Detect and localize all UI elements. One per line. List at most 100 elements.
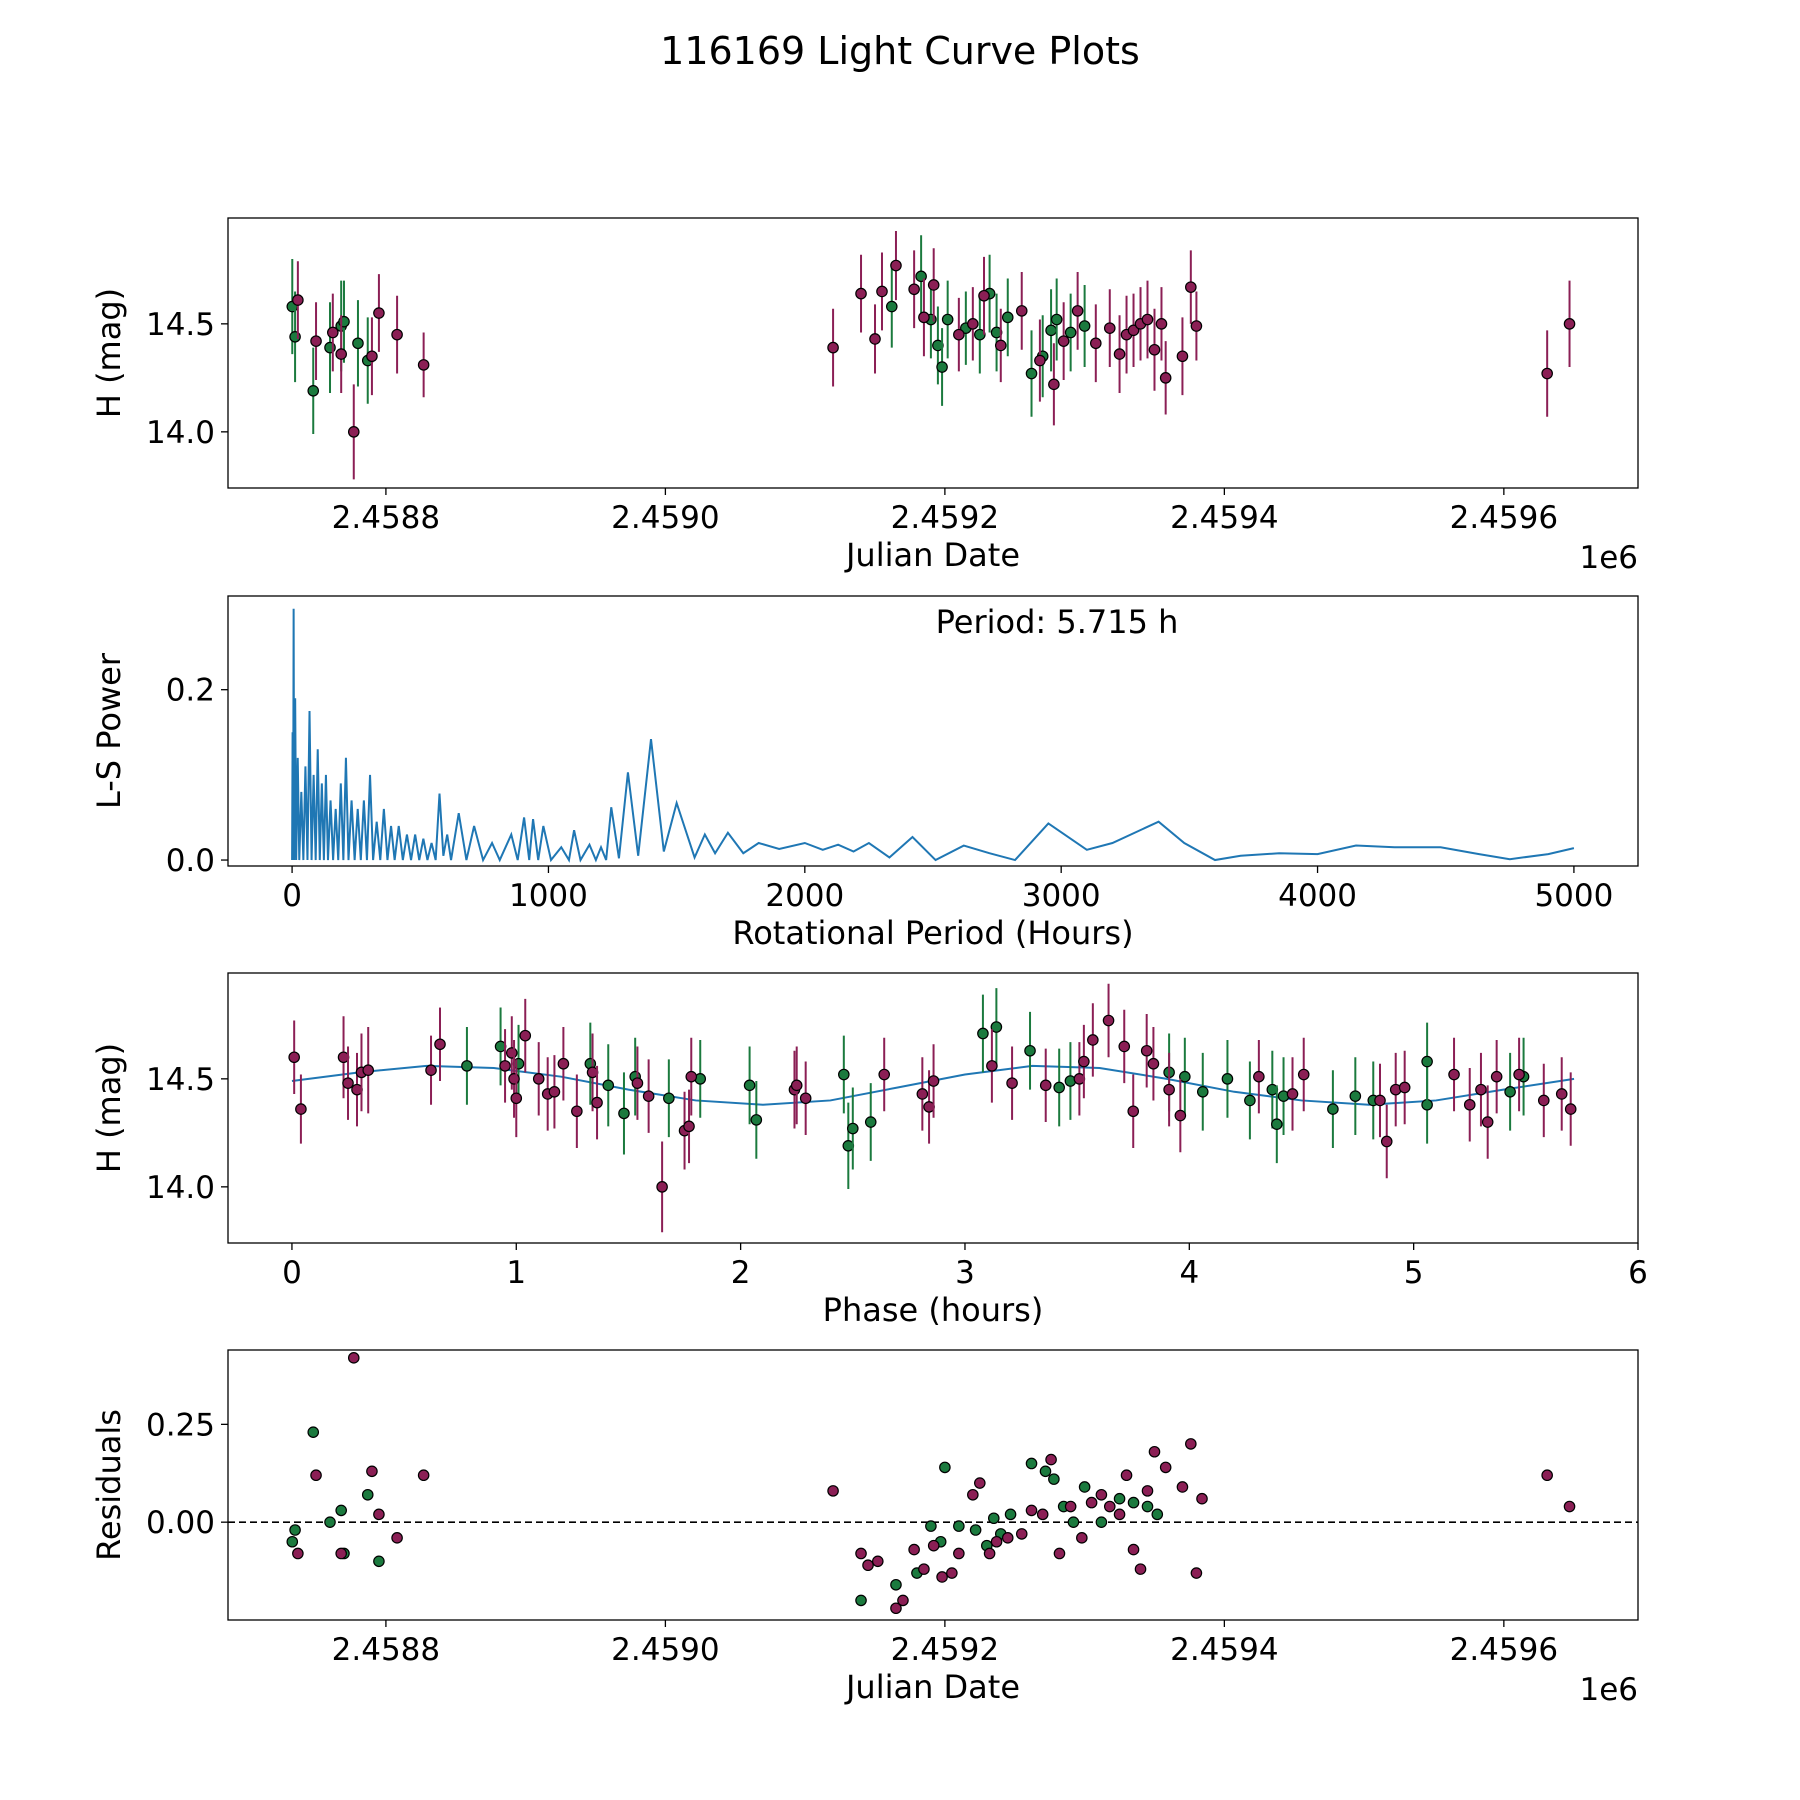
data-point-green (663, 1092, 675, 1105)
data-point-green (743, 1079, 756, 1092)
data-point-magenta (927, 1075, 940, 1087)
data-point-green (941, 313, 954, 326)
data-point-green (289, 1524, 301, 1536)
x-axis-label: Julian Date (844, 536, 1020, 574)
plot-area (286, 230, 1576, 480)
data-point-magenta (366, 1465, 378, 1478)
data-point-magenta (1148, 343, 1161, 356)
data-point-green (1039, 1465, 1052, 1478)
data-point-green (1349, 1090, 1362, 1102)
data-point-magenta (890, 1602, 902, 1615)
data-point-magenta (292, 1547, 304, 1560)
data-point-magenta (862, 1559, 874, 1572)
x-axis-label: Phase (hours) (823, 1291, 1044, 1329)
data-point-magenta (505, 1047, 518, 1059)
data-point-magenta (683, 1120, 695, 1133)
data-point-magenta (1176, 1481, 1189, 1493)
x-tick-label: 2.4588 (332, 1632, 440, 1668)
data-point-magenta (897, 1594, 909, 1607)
data-point-magenta (631, 1077, 644, 1089)
data-point-magenta (373, 307, 385, 319)
data-point-magenta (327, 326, 339, 339)
data-point-magenta (827, 341, 839, 354)
data-point-green (1141, 1500, 1154, 1513)
data-point-green (1179, 1070, 1191, 1083)
data-point-green (1078, 320, 1091, 332)
data-point-magenta (417, 1469, 430, 1482)
data-point-magenta (1190, 1567, 1203, 1579)
light-curve-panel: 2.4588 2.4590 2.4592 2.4594 2.4596 14.0 14.5 Ju… (90, 217, 1639, 576)
data-point-magenta (1196, 1492, 1208, 1505)
axes-frame (227, 1349, 1639, 1621)
figure-title: 116169 Light Curve Plots (660, 29, 1140, 73)
data-point-magenta (967, 318, 979, 330)
data-point-magenta (1134, 1563, 1147, 1575)
data-point-magenta (1475, 1083, 1487, 1096)
data-point-magenta (1076, 1532, 1088, 1544)
data-point-green (750, 1114, 763, 1126)
data-point-green (1196, 1086, 1209, 1098)
data-point-magenta (990, 1535, 1003, 1548)
data-point-green (461, 1060, 473, 1072)
data-point-magenta (1120, 1469, 1133, 1482)
data-point-green (1151, 1508, 1164, 1521)
data-point-magenta (908, 283, 920, 296)
data-point-magenta (1001, 1532, 1014, 1544)
x-tick-label: 0 (282, 1255, 302, 1291)
axes-frame (227, 217, 1639, 489)
data-point-green (1025, 367, 1038, 380)
data-point-green (969, 1524, 982, 1536)
data-point-magenta (1297, 1068, 1310, 1081)
data-point-green (1244, 1094, 1256, 1107)
data-point-green (352, 337, 364, 350)
x-tick-label: 3000 (1022, 878, 1101, 914)
data-point-magenta (1025, 1504, 1038, 1517)
data-point-magenta (946, 1567, 958, 1579)
data-point-magenta (855, 287, 867, 300)
x-tick-label: 2.4596 (1450, 1632, 1558, 1668)
data-point-magenta (656, 1181, 668, 1193)
data-point-green (1048, 1473, 1060, 1485)
data-point-magenta (1015, 1528, 1028, 1540)
x-tick-label: 2.4590 (611, 500, 719, 536)
data-point-magenta (1398, 1081, 1411, 1094)
data-point-magenta (288, 1051, 300, 1064)
data-point-magenta (1045, 1453, 1057, 1466)
data-point-magenta (1174, 1109, 1187, 1122)
data-point-green (373, 1555, 385, 1568)
y-tick-label: 0.25 (146, 1407, 215, 1443)
data-point-green (936, 361, 948, 373)
data-point-green (602, 1079, 615, 1092)
data-point-magenta (918, 1563, 930, 1575)
data-point-magenta (510, 1092, 523, 1105)
periodogram-panel: 0 1000 2000 3000 4000 5000 0.0 0.2 Rotational Pe… (90, 595, 1639, 952)
axes-frame (227, 595, 1639, 867)
data-point-magenta (508, 1073, 520, 1085)
data-point-magenta (1078, 1055, 1090, 1068)
data-point-magenta (978, 289, 990, 302)
data-point-magenta (1555, 1088, 1568, 1100)
data-point-magenta (1095, 1488, 1108, 1501)
data-point-magenta (1048, 378, 1060, 391)
data-point-magenta (986, 1060, 998, 1072)
data-point-green (977, 1027, 989, 1040)
data-point-magenta (953, 328, 965, 341)
data-point-green (1004, 1508, 1017, 1521)
data-point-green (1064, 326, 1077, 339)
x-offset-label: 1e6 (1579, 1672, 1638, 1708)
data-point-green (307, 384, 320, 397)
x-tick-label: 2.4594 (1170, 500, 1278, 536)
data-point-magenta (855, 1547, 867, 1560)
data-point-magenta (391, 328, 403, 341)
data-point-magenta (532, 1073, 545, 1085)
data-point-magenta (918, 311, 930, 324)
data-point-magenta (1127, 1105, 1140, 1118)
data-point-green (1095, 1516, 1108, 1528)
residuals-panel: 2.4588 2.4590 2.4592 2.4594 2.4596 0.00 0.25 Ju… (90, 1349, 1639, 1708)
data-point-magenta (1015, 305, 1028, 317)
data-point-magenta (1148, 1445, 1161, 1458)
y-tick-label: 14.0 (146, 1170, 215, 1206)
x-tick-label: 2.4592 (891, 1632, 999, 1668)
data-point-magenta (1006, 1077, 1018, 1089)
data-point-magenta (1103, 1500, 1116, 1513)
